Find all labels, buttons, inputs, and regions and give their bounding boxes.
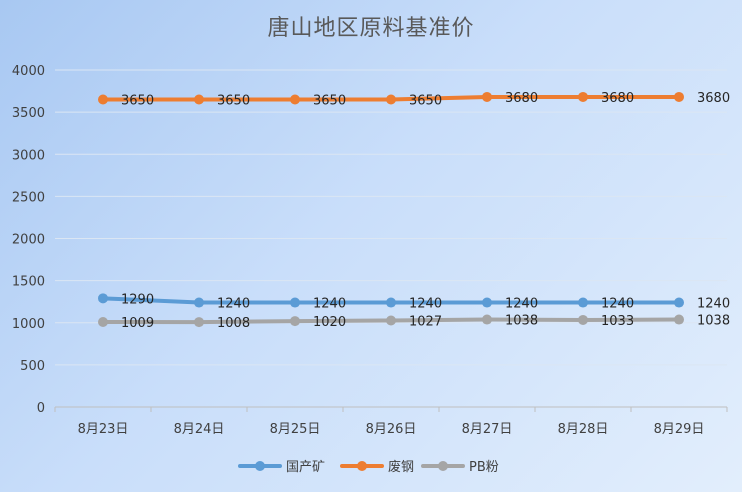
legend-label: 国产矿 bbox=[286, 460, 325, 475]
data-label: 3680 bbox=[601, 91, 634, 106]
data-point bbox=[290, 297, 300, 308]
data-point bbox=[386, 297, 396, 308]
data-point bbox=[578, 314, 588, 325]
x-tick-label: 8月24日 bbox=[174, 422, 225, 437]
data-label: 3650 bbox=[121, 93, 154, 108]
legend-label: 废钢 bbox=[388, 459, 414, 475]
y-tick-label: 3000 bbox=[12, 148, 45, 163]
x-tick-label: 8月26日 bbox=[366, 422, 417, 437]
legend-swatch-marker bbox=[438, 461, 448, 471]
data-point bbox=[194, 297, 204, 308]
x-tick-label: 8月25日 bbox=[270, 422, 321, 437]
data-label: 3680 bbox=[697, 91, 730, 106]
data-label: 1240 bbox=[217, 297, 250, 312]
data-point bbox=[98, 293, 108, 304]
data-point bbox=[98, 316, 108, 327]
legend-label: PB粉 bbox=[469, 460, 499, 475]
y-tick-label: 1500 bbox=[12, 275, 45, 290]
data-point bbox=[674, 314, 684, 325]
data-label: 1008 bbox=[217, 316, 250, 331]
data-point bbox=[290, 94, 300, 105]
data-label: 1240 bbox=[313, 297, 346, 312]
data-point bbox=[482, 314, 492, 325]
data-label: 1038 bbox=[697, 314, 730, 329]
chart-title: 唐山地区原料基准价 bbox=[267, 16, 475, 41]
legend-swatch-marker bbox=[255, 461, 265, 471]
x-tick-label: 8月28日 bbox=[558, 422, 609, 437]
y-tick-label: 2500 bbox=[12, 190, 45, 205]
x-tick-label: 8月27日 bbox=[462, 422, 513, 437]
data-label: 1038 bbox=[505, 314, 538, 329]
data-point bbox=[98, 94, 108, 105]
data-label: 1009 bbox=[121, 316, 154, 331]
x-tick-label: 8月29日 bbox=[654, 422, 705, 437]
legend-swatch-marker bbox=[357, 461, 367, 471]
data-point bbox=[578, 297, 588, 308]
data-point bbox=[482, 91, 492, 102]
x-tick-label: 8月23日 bbox=[78, 422, 129, 437]
data-point bbox=[482, 297, 492, 308]
data-point bbox=[194, 94, 204, 105]
y-tick-label: 4000 bbox=[12, 64, 45, 79]
data-point bbox=[386, 94, 396, 105]
data-label: 1033 bbox=[601, 314, 634, 329]
data-label: 1240 bbox=[409, 297, 442, 312]
y-tick-label: 0 bbox=[37, 401, 45, 416]
data-label: 3650 bbox=[409, 93, 442, 108]
y-tick-label: 1000 bbox=[12, 317, 45, 332]
data-label: 1290 bbox=[121, 292, 154, 307]
data-label: 1240 bbox=[505, 297, 538, 312]
y-tick-label: 2000 bbox=[12, 233, 45, 248]
data-point bbox=[578, 91, 588, 102]
data-point bbox=[674, 91, 684, 102]
y-tick-label: 500 bbox=[20, 359, 45, 374]
data-label: 3650 bbox=[313, 93, 346, 108]
y-tick-label: 3500 bbox=[12, 106, 45, 121]
data-point bbox=[674, 297, 684, 308]
data-point bbox=[194, 317, 204, 328]
data-label: 1020 bbox=[313, 315, 346, 330]
data-point bbox=[290, 316, 300, 327]
data-point bbox=[386, 315, 396, 326]
data-label: 1027 bbox=[409, 314, 442, 329]
data-label: 1240 bbox=[601, 297, 634, 312]
data-label: 1240 bbox=[697, 297, 730, 312]
data-label: 3680 bbox=[505, 91, 538, 106]
data-label: 3650 bbox=[217, 93, 250, 108]
